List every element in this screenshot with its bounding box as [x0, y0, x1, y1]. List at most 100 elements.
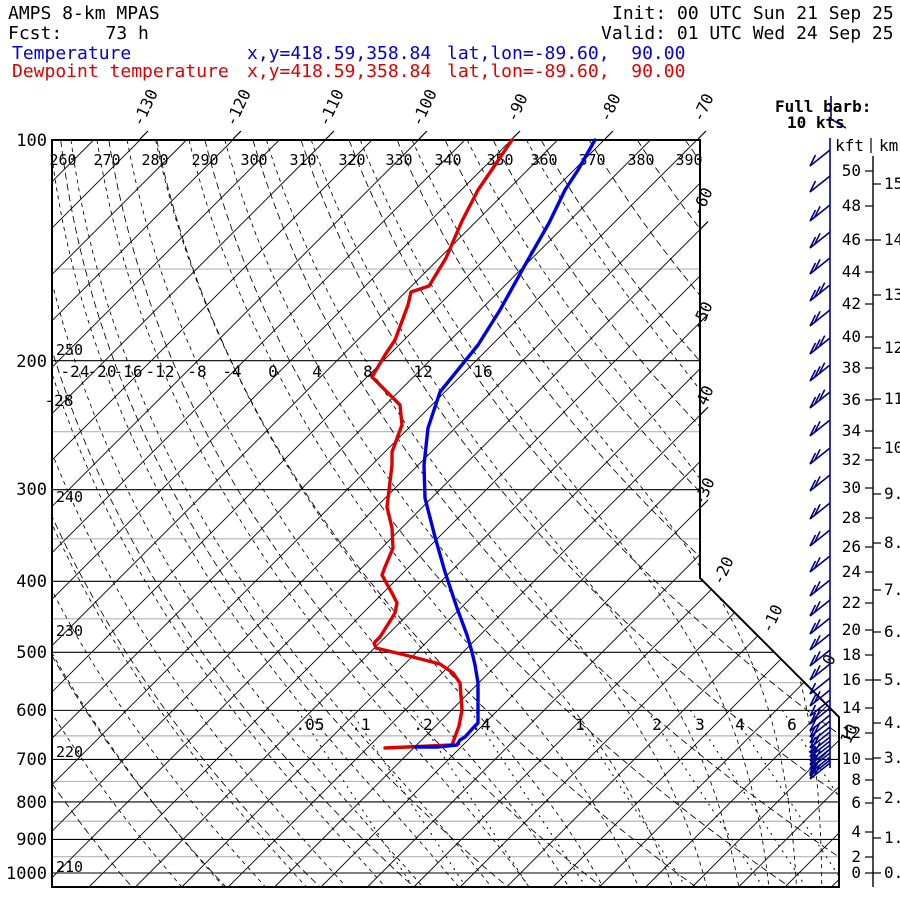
- wind-barb-tick: [809, 209, 817, 222]
- kft-tick-label: 8: [851, 770, 861, 789]
- isotherm-line: [506, 140, 839, 887]
- dry-adiabat-label-top: 320: [338, 151, 365, 169]
- wind-barb-tick: [813, 258, 821, 271]
- wind-barb-tick: [809, 622, 817, 635]
- kft-tick-label: 10: [842, 749, 861, 768]
- wind-barb-tick: [813, 448, 821, 461]
- wind-barb-tick: [809, 584, 817, 597]
- isotherm-label-right: -30: [689, 475, 718, 509]
- isotherm-line: [0, 140, 1, 887]
- isotherm-line: [52, 140, 698, 887]
- mixing-ratio-line: [469, 709, 587, 887]
- isotherm-line: [52, 140, 187, 887]
- legend-temp-latlon: lat,lon=-89.60, 90.00: [447, 43, 686, 64]
- moist-adiabat-line: [52, 140, 184, 887]
- wind-barb-tick: [809, 682, 817, 695]
- kft-tick-label: 4: [851, 822, 861, 841]
- moist-adiabat-label: 4: [312, 362, 322, 381]
- moist-adiabat-label: -28: [45, 391, 74, 410]
- mixing-ratio-label: 4: [735, 715, 745, 734]
- moist-adiabat-line: [126, 140, 571, 887]
- dry-adiabat-label-top: 280: [141, 151, 168, 169]
- wind-barb-tick: [813, 530, 821, 543]
- wind-barb-tick: [813, 721, 821, 734]
- wind-barb-tick: [813, 503, 821, 516]
- wind-barb-tick: [813, 392, 821, 405]
- moist-adiabat-line: [265, 140, 708, 887]
- wind-barb-tick: [813, 650, 821, 663]
- wind-barb: [809, 257, 831, 275]
- isotherm-line: [52, 140, 744, 887]
- isotherm-label-top: -120: [221, 86, 255, 129]
- pressure-label: 500: [16, 643, 47, 663]
- wind-barb-tick: [809, 753, 817, 766]
- kft-tick-label: 24: [842, 562, 861, 581]
- moist-adiabat-label: -24: [61, 362, 90, 381]
- isotherm-tick: [699, 313, 709, 323]
- mixing-ratio-label: 3: [695, 715, 705, 734]
- wind-barb-tick: [813, 580, 821, 593]
- wind-barb-tick: [813, 634, 821, 647]
- wind-barb-tick: [809, 396, 817, 409]
- km-tick-label: 15.: [884, 174, 900, 193]
- wind-barb-tick: [809, 719, 817, 732]
- mixing-ratio-label: 1: [575, 715, 585, 734]
- moist-adiabat-label: -8: [187, 362, 206, 381]
- temperature-curve: [413, 138, 597, 749]
- km-tick-label: 5.: [884, 670, 900, 689]
- kft-tick-label: 12: [842, 723, 861, 742]
- dry-adiabat-line: [684, 140, 839, 887]
- wind-barb-tick: [809, 731, 817, 744]
- moist-adiabat-label: -16: [114, 362, 143, 381]
- wind-barb-tick: [809, 638, 817, 651]
- wind-barb-tick: [813, 420, 821, 433]
- isotherm-line: [52, 140, 605, 887]
- pressure-label: 800: [16, 793, 47, 813]
- dry-adiabat-line: [0, 140, 39, 889]
- wind-barb: [809, 720, 831, 738]
- isotherm-label-top: -90: [502, 91, 531, 125]
- mixing-ratio-line: [781, 709, 839, 887]
- mixing-ratio-line: [296, 709, 414, 887]
- kft-tick-label: 36: [842, 390, 861, 409]
- isotherm-tick: [699, 221, 709, 231]
- moist-adiabat-line: [526, 140, 839, 887]
- wind-barb-tick: [818, 335, 826, 347]
- dry-adiabat-label-top: 300: [240, 151, 267, 169]
- mixing-ratio-label: .1: [351, 715, 370, 734]
- wind-barb-tick: [813, 618, 821, 631]
- dry-adiabat-label-top: 340: [434, 151, 461, 169]
- wind-barb: [809, 762, 831, 780]
- isotherm-tick: [604, 130, 614, 140]
- wind-barb: [809, 175, 831, 193]
- isotherm-line: [52, 140, 512, 887]
- isotherm-tick: [511, 130, 521, 140]
- isotherm-line: [599, 140, 839, 887]
- km-tick-label: 9.: [884, 484, 900, 503]
- isotherm-tick: [699, 499, 709, 509]
- mixing-ratio-label: 2: [652, 715, 662, 734]
- kft-tick-label: 22: [842, 593, 861, 612]
- dry-adiabat-line: [52, 140, 416, 887]
- mixing-ratio-line: [569, 709, 687, 887]
- dry-adiabat-line: [300, 140, 839, 887]
- wind-barb-tick: [809, 668, 817, 681]
- dry-adiabat-line: [829, 140, 839, 887]
- dry-adiabat-label-top: 290: [191, 151, 218, 169]
- legend-dew-latlon: lat,lon=-89.60, 90.00: [447, 61, 686, 82]
- moist-adiabat-line: [310, 140, 740, 887]
- wind-barb: [809, 699, 831, 717]
- moist-adiabat-label: -20: [88, 362, 117, 381]
- pressure-label: 700: [16, 750, 47, 770]
- page-title: AMPS 8-km MPAS: [8, 3, 160, 24]
- isotherm-line: [181, 140, 839, 887]
- moist-adiabat-line: [96, 140, 531, 887]
- wind-barb: [809, 555, 831, 573]
- pressure-label: 300: [16, 480, 47, 500]
- km-tick-label: 4.: [884, 713, 900, 732]
- wind-barb-tick: [813, 556, 821, 569]
- pressure-label: 900: [16, 830, 47, 850]
- wind-barb-tick: [809, 180, 817, 193]
- axis-labels: -130 -120 -110 -100 -90 -80 -70-60-50-40-30-20…: [6, 86, 862, 884]
- wind-barb: [809, 204, 831, 222]
